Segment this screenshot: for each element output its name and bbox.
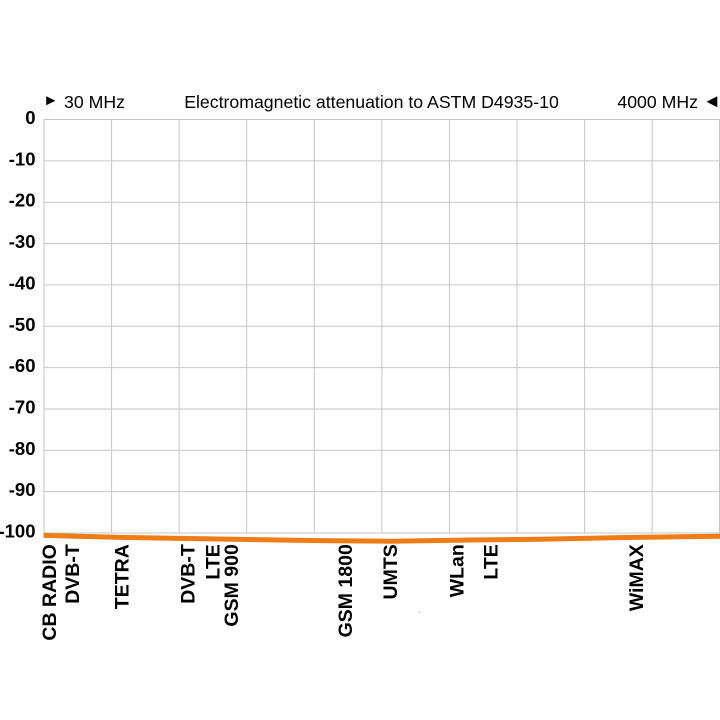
svg-text:DVB-T: DVB-T xyxy=(62,544,84,604)
svg-text:UMTS: UMTS xyxy=(380,544,402,599)
svg-text:TETRA: TETRA xyxy=(112,544,134,609)
svg-text:GSM 900: GSM 900 xyxy=(221,544,243,627)
svg-text:-10: -10 xyxy=(9,148,36,169)
svg-text:WiMAX: WiMAX xyxy=(626,544,648,611)
svg-text:-20: -20 xyxy=(9,190,36,211)
svg-text:WLan: WLan xyxy=(447,544,469,597)
svg-text:LTE: LTE xyxy=(480,544,502,579)
svg-text:4000 MHz: 4000 MHz xyxy=(617,92,698,112)
svg-text:-30: -30 xyxy=(9,231,36,252)
svg-text:-70: -70 xyxy=(9,396,36,417)
svg-text:Electromagnetic attenuation to: Electromagnetic attenuation to ASTM D493… xyxy=(184,92,559,112)
svg-text:GSM 1800: GSM 1800 xyxy=(335,544,357,637)
svg-text:-60: -60 xyxy=(9,355,36,376)
svg-text:0: 0 xyxy=(25,107,35,128)
svg-text:-90: -90 xyxy=(9,479,36,500)
svg-text:-80: -80 xyxy=(9,438,36,459)
svg-text:-100: -100 xyxy=(0,521,36,542)
svg-text:-40: -40 xyxy=(9,272,36,293)
svg-text:30 MHz: 30 MHz xyxy=(64,92,125,112)
svg-text:-50: -50 xyxy=(9,314,36,335)
svg-text:CB RADIO: CB RADIO xyxy=(39,544,61,640)
svg-text:LTE: LTE xyxy=(202,544,224,579)
svg-text:DVB-T: DVB-T xyxy=(177,544,199,604)
